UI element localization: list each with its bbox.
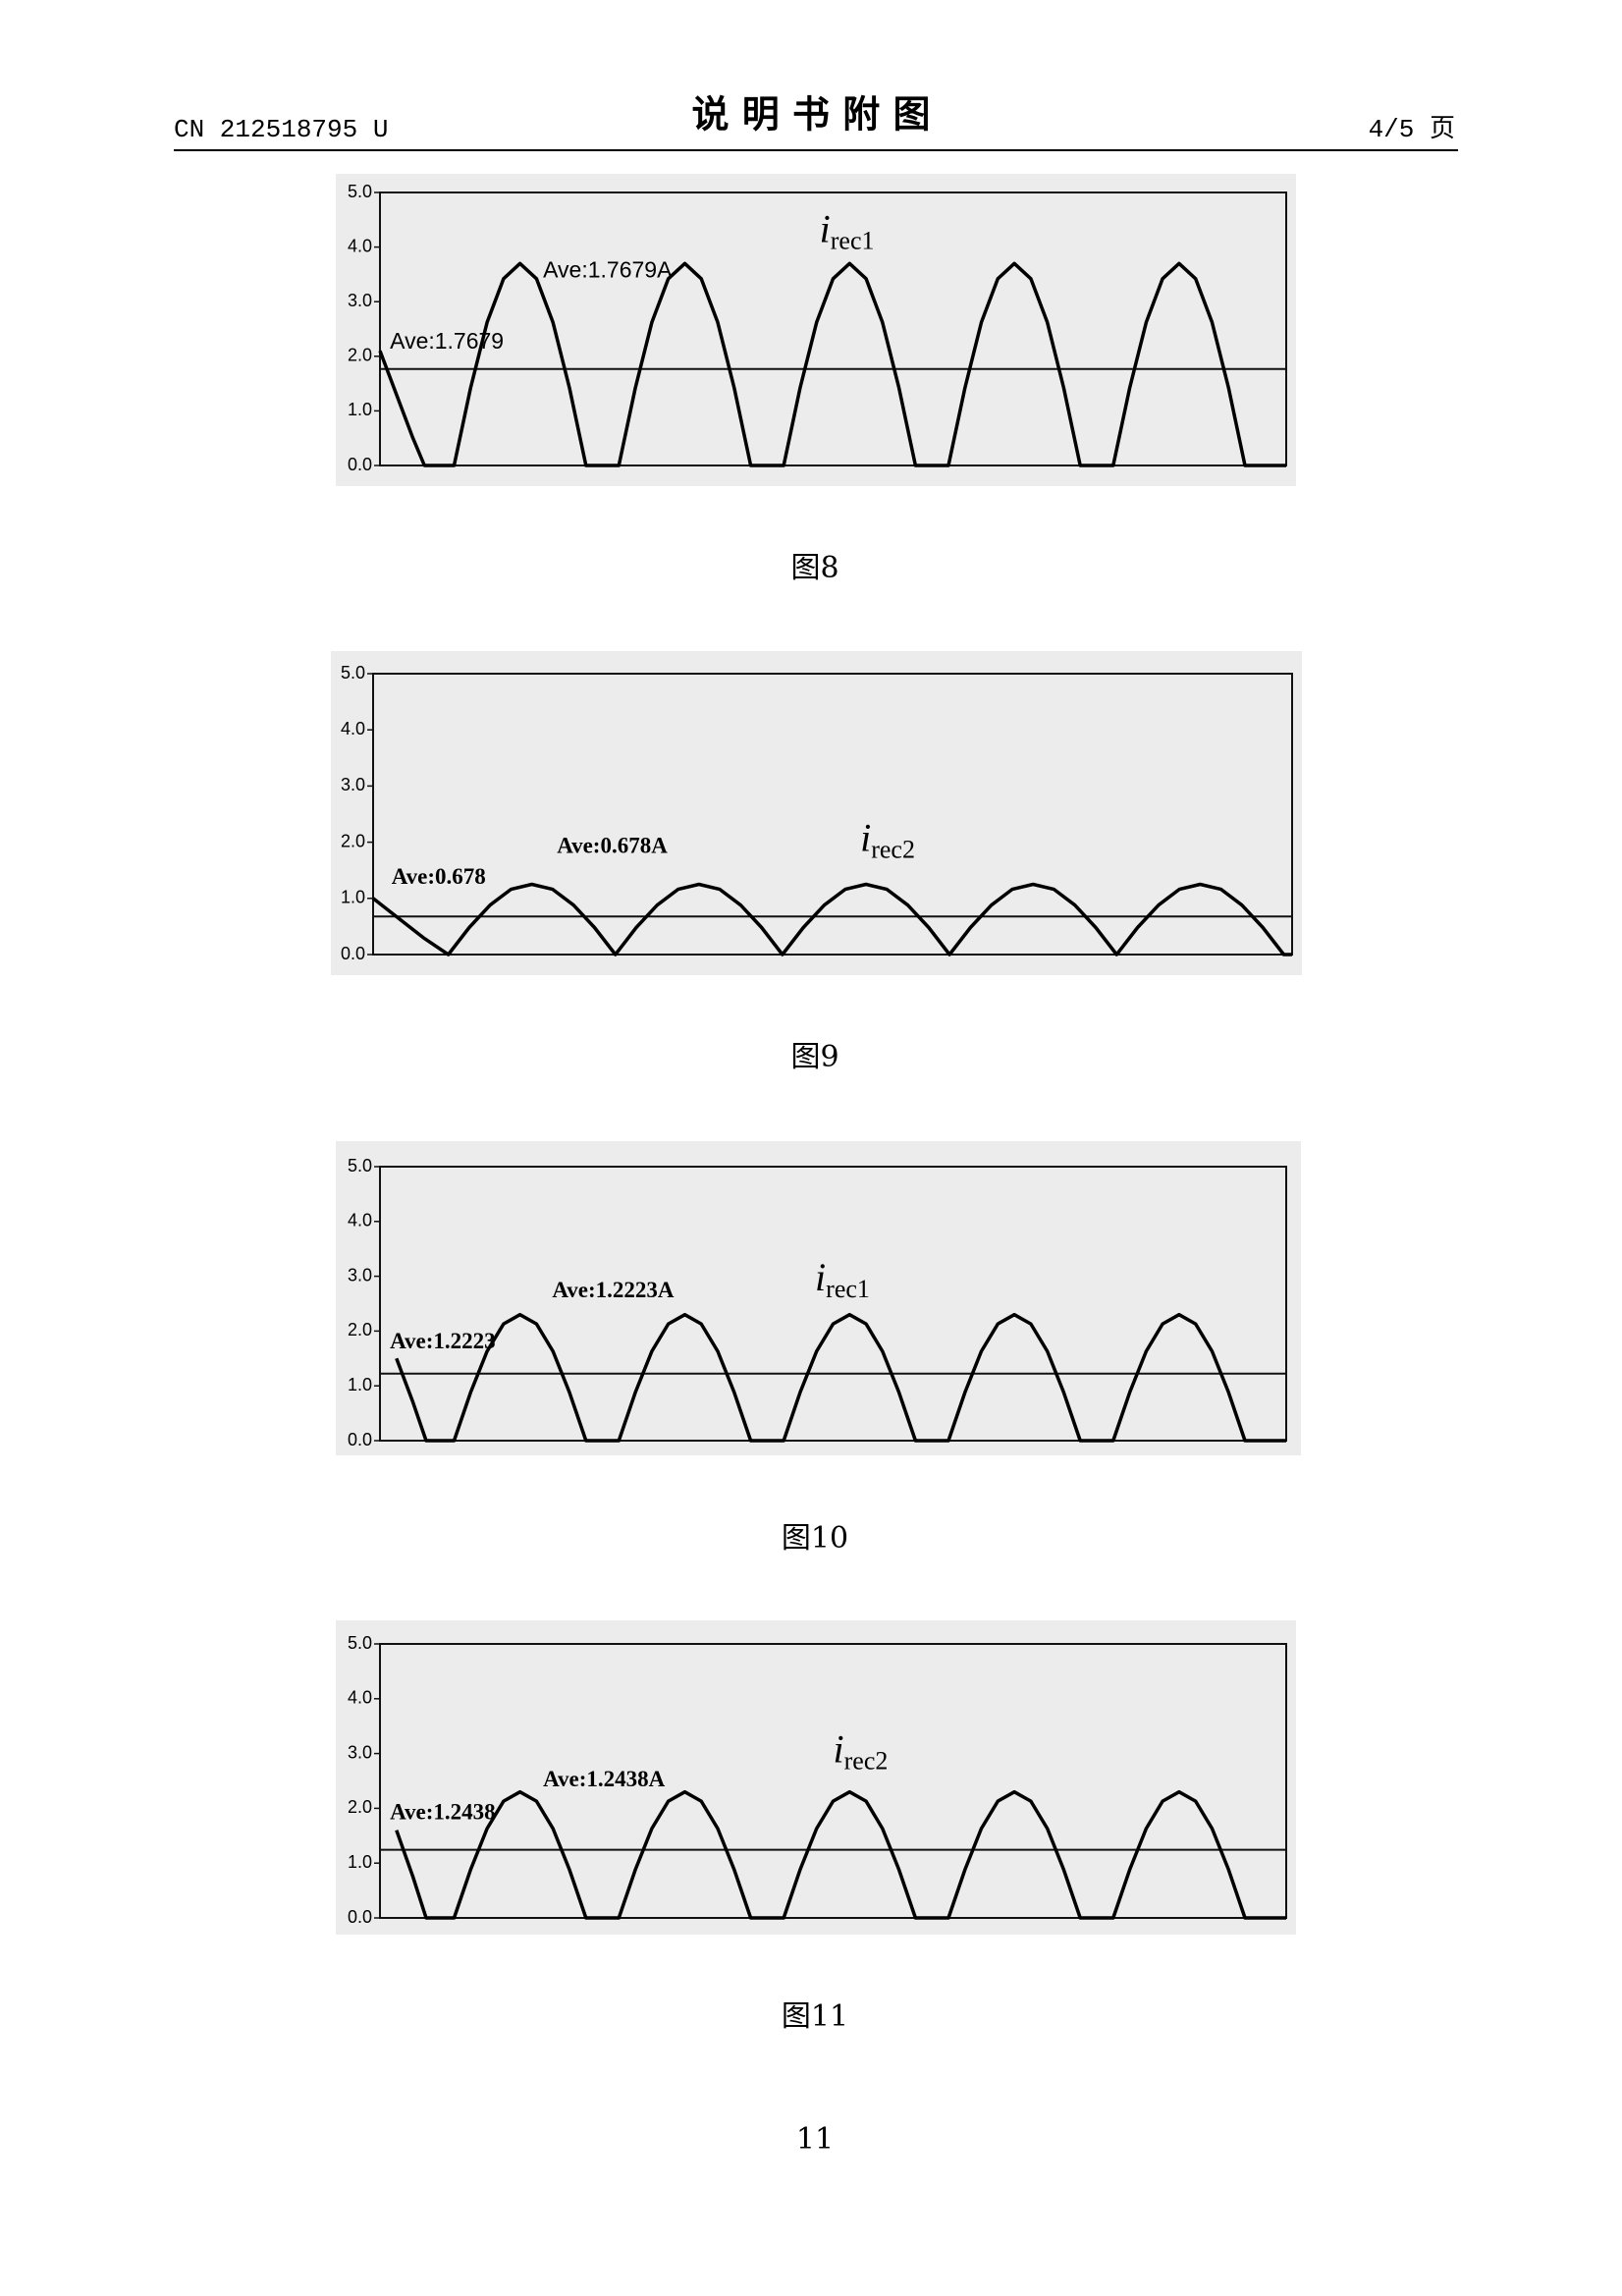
average-annotation: Ave:0.678A	[557, 834, 668, 858]
chart-background	[336, 1620, 1296, 1935]
figure-caption: 图8	[790, 551, 838, 585]
series-name: i	[834, 1727, 844, 1772]
y-tick-label: 2.0	[341, 831, 365, 850]
series-subscript: rec2	[844, 1747, 889, 1776]
series-name: i	[815, 1255, 826, 1299]
y-tick-label: 2.0	[348, 1320, 372, 1339]
waveform	[395, 1789, 1286, 1920]
y-tick-label: 4.0	[341, 719, 365, 738]
y-tick-label: 4.0	[348, 236, 372, 255]
average-annotation: Ave:1.7679	[390, 328, 504, 354]
series-label: irec1	[820, 207, 875, 255]
series-subscript: rec1	[826, 1275, 870, 1303]
plot-frame	[379, 1643, 1287, 1919]
chart-background	[336, 1141, 1301, 1455]
y-tick-label: 0.0	[348, 1430, 372, 1449]
figure-caption: 图9	[790, 1040, 838, 1074]
plot-frame	[372, 673, 1293, 956]
y-tick-label: 1.0	[348, 1375, 372, 1394]
series-name: i	[820, 207, 831, 251]
y-tick-label: 4.0	[348, 1688, 372, 1708]
plot-frame	[379, 191, 1287, 466]
series-label: irec1	[815, 1255, 870, 1303]
average-annotation: Ave:1.7679A	[543, 257, 673, 283]
average-annotation: Ave:1.2438	[390, 1799, 496, 1824]
page-title: 说 明 书 附 图	[692, 92, 931, 137]
y-tick-label: 1.0	[348, 400, 372, 419]
y-tick-label: 5.0	[348, 1156, 372, 1175]
y-tick-label: 1.0	[348, 1852, 372, 1872]
page-number: 11	[796, 2122, 834, 2157]
y-tick-label: 3.0	[348, 1742, 372, 1762]
patent-code: CN 212518795 U	[174, 115, 388, 144]
waveform	[378, 261, 1286, 467]
series-label: irec2	[834, 1727, 889, 1776]
y-tick-label: 2.0	[348, 1797, 372, 1817]
y-tick-label: 0.0	[341, 944, 365, 963]
y-tick-label: 3.0	[348, 291, 372, 310]
y-tick-label: 5.0	[341, 663, 365, 683]
y-tick-label: 4.0	[348, 1211, 372, 1230]
page-count: 4/5 页	[1369, 115, 1455, 144]
series-name: i	[860, 816, 871, 860]
average-annotation: Ave:0.678	[392, 864, 486, 889]
y-tick-label: 3.0	[348, 1265, 372, 1285]
y-tick-label: 5.0	[348, 182, 372, 201]
y-tick-label: 2.0	[348, 346, 372, 365]
series-subscript: rec1	[831, 227, 875, 255]
average-annotation: Ave:1.2223	[390, 1329, 496, 1353]
waveform	[371, 882, 1292, 957]
figure-caption: 图10	[782, 1521, 848, 1556]
y-tick-label: 0.0	[348, 455, 372, 474]
average-annotation: Ave:1.2223A	[552, 1278, 675, 1302]
series-subscript: rec2	[871, 836, 915, 864]
waveform	[395, 1312, 1286, 1443]
chart-background	[331, 651, 1302, 975]
average-annotation: Ave:1.2438A	[543, 1767, 666, 1791]
y-tick-label: 1.0	[341, 888, 365, 907]
plot-frame	[379, 1166, 1287, 1442]
y-tick-label: 3.0	[341, 775, 365, 794]
series-label: irec2	[860, 816, 915, 864]
figure-caption: 图11	[782, 1999, 848, 2034]
y-tick-label: 5.0	[348, 1633, 372, 1653]
y-tick-label: 0.0	[348, 1907, 372, 1927]
